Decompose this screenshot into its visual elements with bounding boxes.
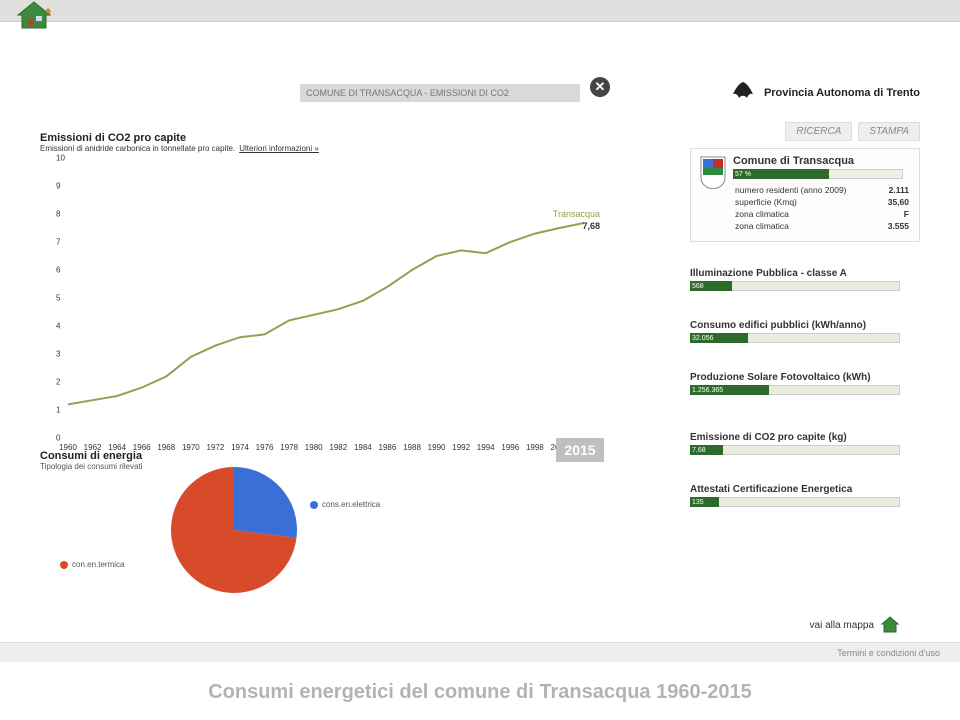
- series-value: 7,68: [582, 221, 600, 231]
- y-tick-label: 2: [56, 378, 60, 387]
- metric-bar: 7,68: [690, 445, 900, 455]
- metric-bar: 32.056: [690, 333, 900, 343]
- year-badge: 2015: [556, 438, 604, 462]
- close-icon[interactable]: ✕: [590, 77, 610, 97]
- metric-block: Emissione di CO2 pro capite (kg) 7,68: [690, 432, 920, 455]
- comune-percent-value: 57 %: [733, 169, 829, 179]
- series-label: Transacqua: [553, 209, 600, 219]
- y-tick-label: 7: [56, 238, 60, 247]
- chart-subtitle: Emissioni di anidride carbonica in tonne…: [40, 144, 600, 153]
- house-small-icon: [880, 616, 900, 634]
- chart-subtitle-text: Emissioni di anidride carbonica in tonne…: [40, 144, 235, 153]
- y-tick-label: 1: [56, 406, 60, 415]
- metric-bar: 135: [690, 497, 900, 507]
- slide-title: Consumi energetici del comune di Transac…: [0, 681, 960, 704]
- table-row: zona climaticaF: [735, 209, 909, 219]
- x-tick-label: 1996: [501, 443, 519, 452]
- action-buttons: RICERCA STAMPA: [785, 122, 920, 141]
- house-logo-icon: [14, 0, 54, 30]
- table-row: zona climatica3.555: [735, 221, 909, 231]
- metric-block: Attestati Certificazione Energetica 135: [690, 484, 920, 507]
- province-label: Provincia Autonoma di Trento: [764, 87, 920, 99]
- header-right: Provincia Autonoma di Trento: [730, 80, 920, 106]
- ricerca-button[interactable]: RICERCA: [785, 122, 852, 141]
- metric-title: Emissione di CO2 pro capite (kg): [690, 432, 920, 443]
- pie-chart: Consumi di energia Tipologia dei consumi…: [40, 450, 480, 471]
- pie-legend-item: cons.en.elettrica: [310, 500, 380, 509]
- metric-value: 32.056: [690, 333, 748, 343]
- metric-value: 1.256.365: [690, 385, 769, 395]
- metric-title: Consumo edifici pubblici (kWh/anno): [690, 320, 920, 331]
- comune-name: Comune di Transacqua: [733, 155, 911, 167]
- metric-value: 568: [690, 281, 732, 291]
- top-bar: [0, 0, 960, 22]
- line-chart: Emissioni di CO2 pro capite Emissioni di…: [40, 132, 600, 462]
- comune-shield-icon: [699, 155, 727, 189]
- modal-title-text: COMUNE DI TRANSACQUA - EMISSIONI DI CO2: [306, 88, 509, 98]
- table-row: superficie (Kmq)35,60: [735, 197, 909, 207]
- comune-kv-table: numero residenti (anno 2009)2.111 superfi…: [733, 183, 911, 233]
- metric-bar: 1.256.365: [690, 385, 900, 395]
- metric-title: Produzione Solare Fotovoltaico (kWh): [690, 372, 920, 383]
- x-tick-label: 1998: [526, 443, 544, 452]
- metric-value: 7,68: [690, 445, 723, 455]
- stampa-button[interactable]: STAMPA: [858, 122, 920, 141]
- metric-title: Attestati Certificazione Energetica: [690, 484, 920, 495]
- comune-info-card: Comune di Transacqua 57 % numero residen…: [690, 148, 920, 242]
- y-tick-label: 0: [56, 434, 60, 443]
- modal-title-bar: COMUNE DI TRANSACQUA - EMISSIONI DI CO2: [300, 84, 580, 102]
- y-tick-label: 3: [56, 350, 60, 359]
- y-tick-label: 4: [56, 322, 60, 331]
- y-tick-label: 9: [56, 182, 60, 191]
- metric-title: Illuminazione Pubblica - classe A: [690, 268, 920, 279]
- metric-block: Produzione Solare Fotovoltaico (kWh) 1.25…: [690, 372, 920, 395]
- page: COMUNE DI TRANSACQUA - EMISSIONI DI CO2 …: [0, 0, 960, 720]
- metric-bar: 568: [690, 281, 900, 291]
- chart-title: Emissioni di CO2 pro capite: [40, 132, 600, 144]
- table-row: numero residenti (anno 2009)2.111: [735, 185, 909, 195]
- y-tick-label: 10: [56, 154, 65, 163]
- vai-alla-mappa-label: vai alla mappa: [810, 620, 874, 631]
- terms-link[interactable]: Termini e condizioni d'uso: [837, 648, 940, 658]
- pie-svg: [164, 460, 304, 600]
- metric-block: Consumo edifici pubblici (kWh/anno) 32.05…: [690, 320, 920, 343]
- pie-legend-item: con.en.termica: [60, 560, 124, 569]
- y-tick-label: 8: [56, 210, 60, 219]
- chart-line-svg: [68, 158, 584, 438]
- y-tick-label: 6: [56, 266, 60, 275]
- footer-bar: Termini e condizioni d'uso: [0, 642, 960, 662]
- metric-block: Illuminazione Pubblica - classe A 568: [690, 268, 920, 291]
- metric-value: 135: [690, 497, 719, 507]
- comune-percent-bar: 57 %: [733, 169, 903, 179]
- province-crest-icon: [730, 80, 756, 106]
- chart-more-link[interactable]: Ulteriori informazioni »: [239, 144, 319, 153]
- y-tick-label: 5: [56, 294, 60, 303]
- vai-alla-mappa-link[interactable]: vai alla mappa: [810, 616, 900, 634]
- chart-canvas: 0123456789101960196219641966196819701972…: [56, 158, 586, 438]
